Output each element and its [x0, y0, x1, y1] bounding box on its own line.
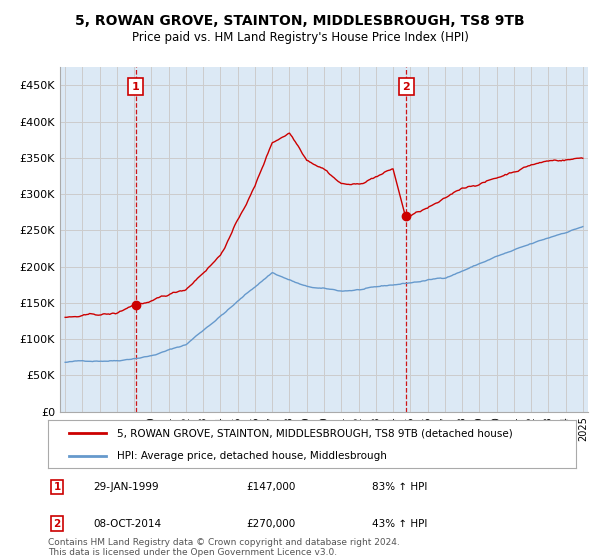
Text: 1: 1 — [53, 482, 61, 492]
Text: Price paid vs. HM Land Registry's House Price Index (HPI): Price paid vs. HM Land Registry's House … — [131, 31, 469, 44]
Text: 2: 2 — [403, 82, 410, 92]
Text: 2: 2 — [53, 519, 61, 529]
Text: 1: 1 — [132, 82, 139, 92]
Text: 08-OCT-2014: 08-OCT-2014 — [93, 519, 161, 529]
Text: Contains HM Land Registry data © Crown copyright and database right 2024.
This d: Contains HM Land Registry data © Crown c… — [48, 538, 400, 557]
Text: HPI: Average price, detached house, Middlesbrough: HPI: Average price, detached house, Midd… — [116, 451, 386, 461]
Text: £147,000: £147,000 — [246, 482, 295, 492]
Text: £270,000: £270,000 — [246, 519, 295, 529]
Text: 83% ↑ HPI: 83% ↑ HPI — [372, 482, 427, 492]
Text: 43% ↑ HPI: 43% ↑ HPI — [372, 519, 427, 529]
Text: 5, ROWAN GROVE, STAINTON, MIDDLESBROUGH, TS8 9TB (detached house): 5, ROWAN GROVE, STAINTON, MIDDLESBROUGH,… — [116, 428, 512, 438]
Text: 29-JAN-1999: 29-JAN-1999 — [93, 482, 158, 492]
Text: 5, ROWAN GROVE, STAINTON, MIDDLESBROUGH, TS8 9TB: 5, ROWAN GROVE, STAINTON, MIDDLESBROUGH,… — [75, 14, 525, 28]
